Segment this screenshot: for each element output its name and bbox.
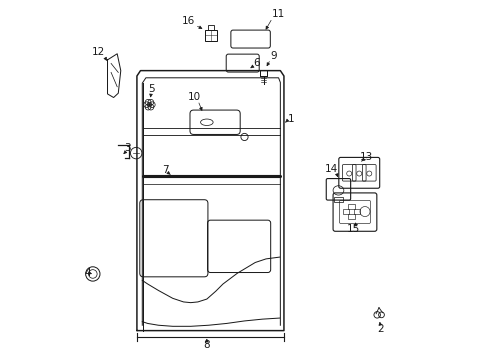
Text: 4: 4 — [84, 267, 91, 278]
Text: 5: 5 — [148, 84, 154, 94]
Text: 13: 13 — [359, 152, 372, 162]
Text: 9: 9 — [269, 51, 276, 61]
Text: 2: 2 — [377, 324, 383, 334]
Text: 7: 7 — [162, 165, 168, 175]
Text: 11: 11 — [271, 9, 285, 19]
Bar — [342, 209, 348, 215]
Text: 12: 12 — [92, 46, 105, 57]
Text: 8: 8 — [203, 340, 210, 350]
Text: 1: 1 — [287, 114, 294, 124]
Bar — [347, 204, 354, 210]
Text: 3: 3 — [124, 143, 131, 153]
Bar — [347, 214, 354, 220]
Bar — [333, 197, 342, 202]
Bar — [204, 30, 216, 41]
Text: 6: 6 — [252, 58, 259, 68]
Text: 16: 16 — [182, 17, 195, 27]
Text: 10: 10 — [187, 92, 201, 102]
Text: 14: 14 — [324, 163, 337, 174]
Text: 15: 15 — [346, 225, 360, 234]
Bar — [207, 25, 213, 30]
Bar — [353, 209, 359, 215]
